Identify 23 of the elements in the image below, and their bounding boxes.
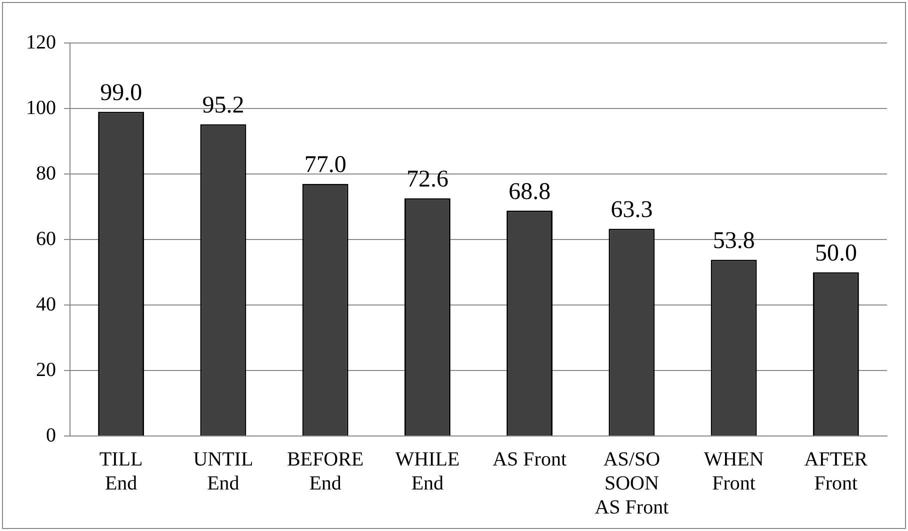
y-tick-label: 80 — [36, 162, 56, 184]
data-label: 50.0 — [814, 240, 857, 267]
x-tick-label: WHEN Front — [704, 448, 764, 494]
y-tick-label: 20 — [36, 358, 56, 381]
x-tick-label: AFTER Front — [804, 448, 868, 494]
x-tick-label: AS/SO SOON AS Front — [594, 448, 670, 518]
x-tick-label: TILL End — [99, 448, 143, 494]
data-label: 99.0 — [100, 80, 142, 106]
x-tick-label: AS Front — [492, 448, 567, 470]
data-label: 72.6 — [406, 166, 448, 193]
x-tick-label: UNTIL End — [193, 448, 254, 494]
y-tick-label: 120 — [26, 31, 56, 54]
data-label: 77.0 — [304, 152, 346, 178]
data-label: 95.2 — [202, 92, 244, 119]
y-tick-label: 40 — [36, 293, 56, 316]
y-tick-label: 0 — [46, 424, 56, 446]
data-label: 53.8 — [712, 228, 755, 254]
x-tick-label: WHILE End — [395, 448, 460, 494]
y-tick-label: 100 — [26, 96, 56, 119]
data-label: 68.8 — [508, 178, 551, 205]
y-tick-label: 60 — [36, 228, 56, 250]
data-label: 63.3 — [610, 196, 653, 223]
x-tick-label: BEFORE End — [286, 448, 364, 494]
